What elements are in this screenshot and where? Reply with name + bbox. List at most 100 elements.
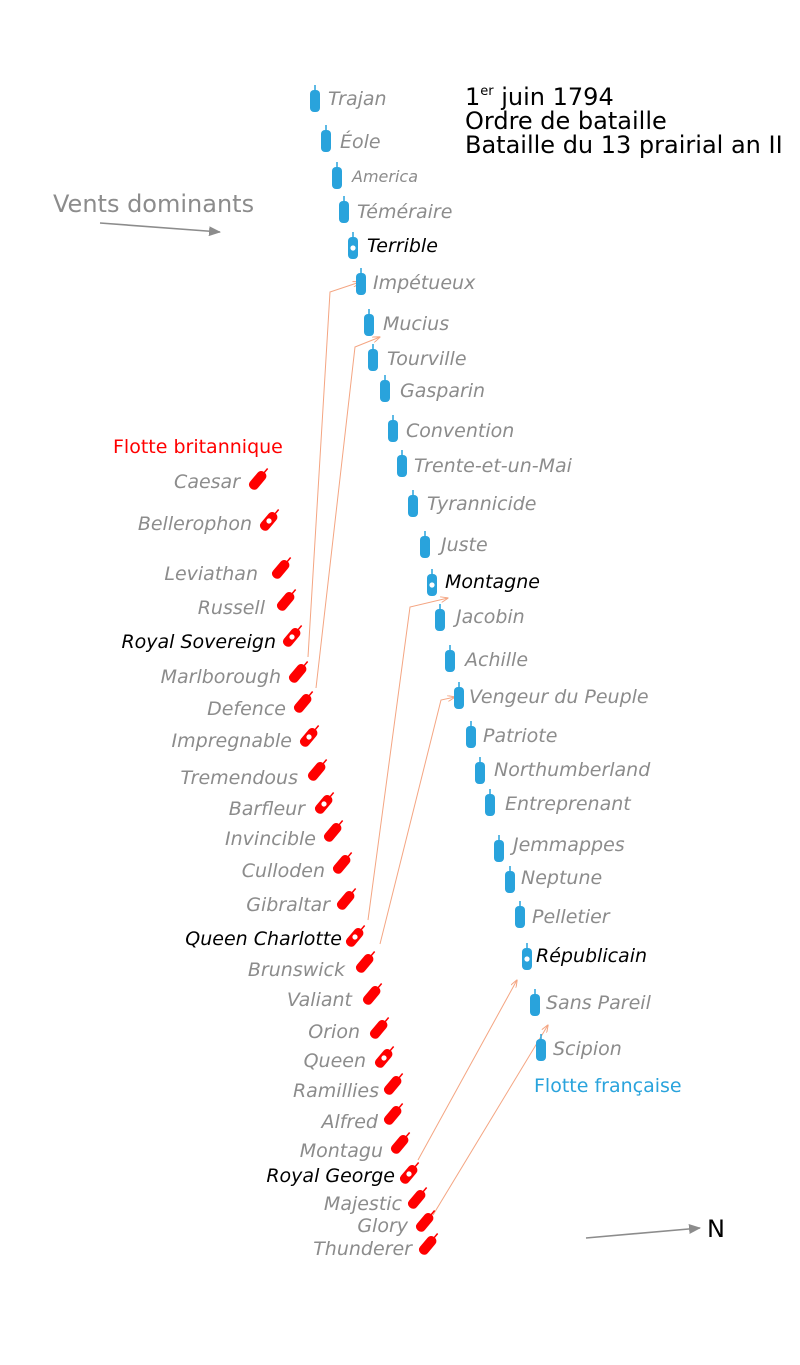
french-ship: Vengeur du Peuple — [454, 682, 649, 709]
ship-label: Trente-et-un-Mai — [414, 455, 573, 477]
ship-hull — [536, 1039, 546, 1061]
ship-hull — [485, 794, 495, 816]
ship-label: Invincible — [225, 828, 316, 850]
french-ship: Entreprenant — [485, 789, 632, 816]
french-ship: Impétueux — [356, 268, 476, 295]
french-fleet: Trajan Éole America Téméraire Terrible Impétu… — [310, 85, 652, 1061]
ship-mast — [286, 557, 292, 563]
french-ship: Tourville — [368, 344, 467, 371]
british-ship: Brunswick — [248, 951, 376, 981]
french-ship: Montagne — [427, 569, 540, 596]
ship-body — [323, 820, 344, 842]
ship-label: Leviathan — [164, 563, 258, 585]
winds-indicator: Vents dominants — [53, 190, 254, 237]
ship-body — [271, 557, 292, 579]
british-ship: Tremendous — [181, 759, 328, 789]
british-ship: Orion — [308, 1017, 390, 1043]
winds-arrow — [99, 222, 221, 237]
ship-hull — [369, 1019, 388, 1039]
winds-label: Vents dominants — [53, 190, 254, 218]
ship-label: Républicain — [536, 945, 647, 967]
ship-label: Jacobin — [452, 606, 525, 628]
ship-mast — [291, 589, 297, 595]
ship-label: Northumberland — [494, 759, 651, 781]
french-ship: Patriote — [466, 721, 557, 748]
ship-body — [383, 1103, 404, 1125]
british-ship: Defence — [207, 691, 314, 720]
british-ship: Montagu — [300, 1132, 411, 1162]
movement-path — [307, 282, 360, 658]
french-ship: Téméraire — [339, 196, 452, 223]
ship-label: Convention — [406, 420, 514, 442]
ship-hull — [435, 609, 445, 631]
ship-label: Alfred — [319, 1111, 378, 1133]
ship-body — [288, 661, 309, 683]
flagship-marker — [306, 734, 312, 740]
ship-body — [355, 951, 376, 973]
ship-hull — [530, 994, 540, 1016]
french-ship: Trajan — [310, 85, 387, 112]
ship-hull — [339, 201, 349, 223]
ship-mast — [338, 820, 344, 826]
british-ship: Bellerophon — [138, 509, 280, 535]
ship-body — [293, 691, 314, 713]
ship-body — [314, 792, 335, 814]
ship-label: Montagne — [445, 571, 540, 593]
title-battle: Bataille du 13 prairial an II — [465, 131, 783, 159]
ship-label: Brunswick — [248, 959, 346, 981]
ship-body — [307, 759, 328, 781]
british-ship: Queen Charlotte — [185, 925, 366, 950]
ship-hull — [248, 470, 267, 490]
ship-body — [374, 1046, 395, 1068]
ship-mast — [360, 925, 366, 931]
ship-hull — [364, 314, 374, 336]
ship-body — [332, 852, 353, 874]
flagship-marker — [266, 518, 272, 524]
ship-hull — [356, 273, 366, 295]
french-ship: Tyrannicide — [408, 490, 537, 517]
ship-label: Royal George — [266, 1165, 395, 1187]
ship-label: Gasparin — [400, 380, 485, 402]
british-ship: Ramillies — [293, 1073, 404, 1102]
british-ship: Leviathan — [164, 557, 292, 585]
ship-hull — [390, 1134, 409, 1154]
ship-hull — [380, 380, 390, 402]
ship-label: Thunderer — [313, 1238, 413, 1260]
ship-body — [276, 589, 297, 611]
flagship-marker — [350, 245, 356, 251]
british-fleet-label: Flotte britannique — [113, 436, 283, 458]
ship-label: Entreprenant — [505, 793, 632, 815]
ship-body — [299, 725, 320, 747]
ship-mast — [303, 661, 309, 667]
ship-hull — [466, 726, 476, 748]
ship-label: Marlborough — [161, 666, 281, 688]
ship-mast — [314, 725, 320, 731]
north-arrow — [585, 1223, 701, 1239]
ship-hull — [288, 663, 307, 683]
ship-hull — [397, 455, 407, 477]
british-ship: Impregnable — [172, 725, 320, 752]
ship-label: Gibraltar — [246, 894, 331, 916]
ship-hull — [418, 1235, 437, 1255]
ship-label: Glory — [357, 1215, 408, 1237]
ship-body — [336, 888, 357, 910]
british-ship: Royal George — [266, 1162, 420, 1187]
french-ship: Neptune — [505, 866, 602, 893]
british-ship: Caesar — [174, 468, 269, 493]
ship-mast — [329, 792, 335, 798]
ship-hull — [332, 167, 342, 189]
british-ship: Invincible — [225, 820, 344, 850]
british-ship: Majestic — [324, 1187, 428, 1215]
ship-label: Téméraire — [357, 201, 452, 223]
ship-body — [259, 509, 280, 531]
ship-body — [362, 983, 383, 1005]
movement-path — [417, 980, 517, 1161]
ship-label: Defence — [207, 698, 286, 720]
ship-hull — [505, 871, 515, 893]
ship-hull — [321, 130, 331, 152]
ship-hull — [445, 650, 455, 672]
ship-mast — [347, 852, 353, 858]
movement-path — [315, 337, 380, 689]
ship-body — [399, 1162, 420, 1184]
